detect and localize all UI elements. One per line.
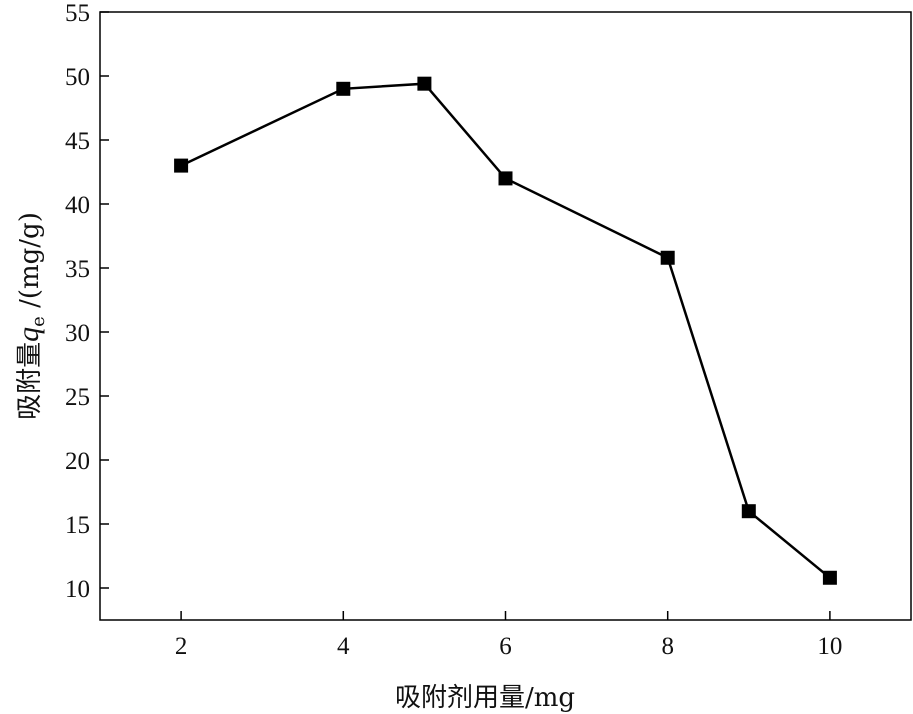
y-axis-title-symbol: q <box>12 327 45 342</box>
y-tick-label: 15 <box>65 512 90 539</box>
y-axis-title-prefix: 吸附量 <box>15 342 45 420</box>
y-tick-label: 20 <box>65 448 90 475</box>
y-tick-label: 25 <box>65 384 90 411</box>
y-tick-label: 10 <box>65 576 90 603</box>
y-tick-label: 35 <box>65 256 90 283</box>
x-tick-label: 10 <box>817 633 842 660</box>
data-point <box>417 76 432 91</box>
y-axis-title-unit: /(mg/g) <box>15 212 45 316</box>
data-markers <box>174 76 837 585</box>
data-point <box>336 81 351 96</box>
y-tick-label: 40 <box>65 192 90 219</box>
data-point <box>822 570 837 585</box>
y-axis-title: 吸附量qe /(mg/g) <box>12 212 49 420</box>
data-point <box>498 171 513 186</box>
data-point <box>174 158 189 173</box>
x-tick-label: 4 <box>337 633 350 660</box>
y-axis-ticks: 10 15 20 25 30 35 40 45 50 55 <box>65 0 109 603</box>
series-line <box>180 82 831 579</box>
y-axis-title-subscript: e <box>28 316 49 327</box>
y-tick-label: 45 <box>65 128 90 155</box>
x-axis-ticks: 2 4 6 8 10 <box>175 611 842 660</box>
y-tick-label: 50 <box>65 64 90 91</box>
plot-frame <box>99 11 912 621</box>
x-tick-label: 2 <box>175 633 188 660</box>
data-point <box>741 504 756 519</box>
x-tick-label: 8 <box>661 633 674 660</box>
y-tick-label: 30 <box>65 320 90 347</box>
x-axis-title: 吸附剂用量/mg <box>395 683 575 713</box>
y-tick-label: 55 <box>65 0 90 27</box>
x-tick-label: 6 <box>499 633 512 660</box>
data-point <box>660 250 675 265</box>
